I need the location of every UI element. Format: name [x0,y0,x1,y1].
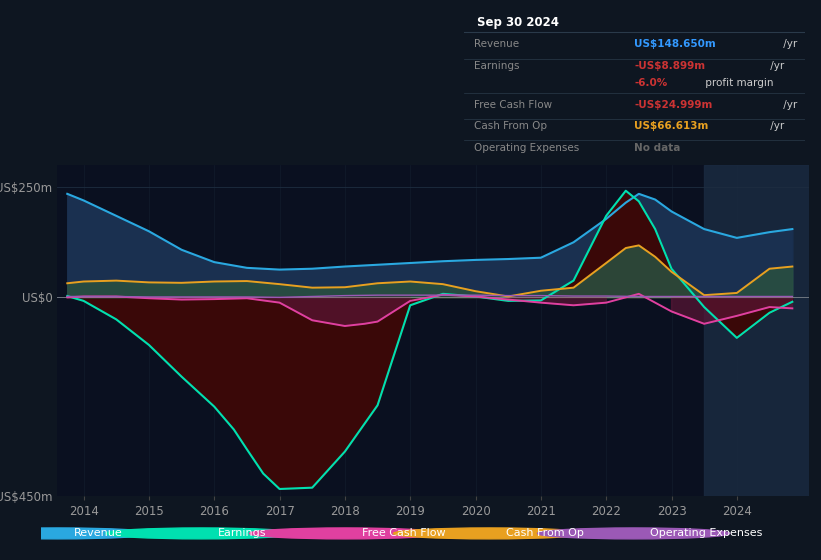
Text: Cash From Op: Cash From Op [474,121,547,131]
Text: Sep 30 2024: Sep 30 2024 [478,16,559,29]
Text: Earnings: Earnings [218,529,266,538]
Text: -6.0%: -6.0% [635,78,667,88]
Text: US$66.613m: US$66.613m [635,121,709,131]
Text: profit margin: profit margin [702,78,774,88]
Text: /yr: /yr [767,121,784,131]
Text: Cash From Op: Cash From Op [506,529,584,538]
Text: Free Cash Flow: Free Cash Flow [362,529,445,538]
Bar [704,165,809,496]
Circle shape [105,528,297,539]
Text: /yr: /yr [780,100,797,110]
Text: Operating Expenses: Operating Expenses [474,143,580,153]
Text: Free Cash Flow: Free Cash Flow [474,100,553,110]
Circle shape [393,528,585,539]
Text: Operating Expenses: Operating Expenses [650,529,762,538]
Text: US$148.650m: US$148.650m [635,39,716,49]
Circle shape [0,528,154,539]
Circle shape [538,528,730,539]
Text: -US$8.899m: -US$8.899m [635,61,705,71]
Text: Revenue: Revenue [474,39,519,49]
Text: Revenue: Revenue [74,529,122,538]
Text: No data: No data [635,143,681,153]
Text: Earnings: Earnings [474,61,520,71]
Text: -US$24.999m: -US$24.999m [635,100,713,110]
Text: /yr: /yr [780,39,797,49]
Circle shape [250,528,442,539]
Text: /yr: /yr [767,61,784,71]
